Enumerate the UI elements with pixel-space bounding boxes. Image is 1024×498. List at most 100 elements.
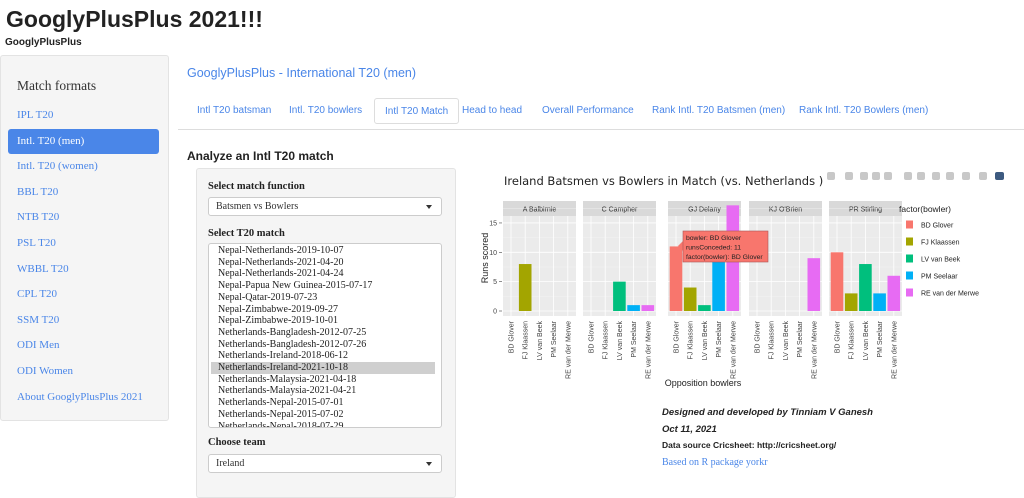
match-option[interactable]: Nepal-Qatar-2019-07-23 [218,291,318,303]
team-select[interactable]: Ireland [208,454,442,473]
x-axis-label: Opposition bowlers [665,378,742,388]
match-option[interactable]: Netherlands-Nepal-2015-07-02 [218,408,344,420]
zoom-icon[interactable] [845,172,853,180]
caret-down-icon [426,205,432,209]
y-axis-label: Runs scored [480,233,490,284]
camera-icon[interactable] [827,172,835,180]
x-tick-label: RE van der Merwe [811,321,818,379]
sidebar-item-ntb-t20[interactable]: NTB T20 [17,211,60,224]
match-option[interactable]: Netherlands-Nepal-2015-07-01 [218,397,344,409]
match-option[interactable]: Nepal-Papua New Guinea-2015-07-17 [218,280,373,292]
tab-rank-intl-t20-batsmen-men[interactable]: Rank Intl. T20 Batsmen (men) [652,105,786,116]
compare-hover-icon[interactable] [979,172,987,180]
zoom-out-icon[interactable] [917,172,925,180]
home-icon[interactable] [946,172,954,180]
facet-label: PR Stirling [849,207,882,214]
facet-strip [749,201,822,216]
sidebar-item-ipl-t20[interactable]: IPL T20 [17,109,54,121]
x-tick-label: LV van Beek [783,321,790,361]
match-option[interactable]: Nepal-Zimbabwe-2019-10-01 [218,315,338,327]
match-option[interactable]: Nepal-Netherlands-2019-10-07 [218,245,344,256]
zoom-in-icon[interactable] [904,172,912,180]
sidebar: Match formats IPL T20 Intl. T20 (men) Intl… [0,55,169,421]
bar [844,293,858,311]
legend-label: PM Seelaar [921,274,958,281]
legend-swatch [906,254,913,263]
credit-data-source: Data source Cricsheet: http://cricsheet.… [662,440,837,450]
x-tick-label: FJ Klaassen [523,321,530,360]
page-title: GooglyPlusPlus - International T20 (men) [187,66,417,80]
x-tick-label: PM Seelaar [631,320,638,357]
tab-intl-t20-match[interactable]: Intl T20 Match [374,98,460,124]
y-tick-label: 15 [489,220,497,227]
tab-overall-performance[interactable]: Overall Performance [542,105,634,116]
match-option[interactable]: Nepal-Netherlands-2021-04-20 [218,256,344,268]
x-tick-label: RE van der Merwe [891,321,898,379]
match-function-select[interactable]: Batsmen vs Bowlers [208,197,442,216]
x-tick-label: PM Seelaar [797,320,804,357]
bar [641,305,655,311]
match-option[interactable]: Netherlands-Malaysia-2021-04-21 [218,385,357,397]
tab-intl-t20-batsman[interactable]: Intl T20 batsman [197,105,272,116]
sidebar-item-about-googlyplusplus-2021[interactable]: About GooglyPlusPlus 2021 [17,390,143,403]
tab-rank-intl-t20-bowlers-men[interactable]: Rank Intl. T20 Bowlers (men) [799,105,929,116]
legend-swatch [906,271,913,280]
plotly-logo-icon[interactable] [995,172,1004,180]
sidebar-item-ssm-t20[interactable]: SSM T20 [17,313,60,326]
sidebar-item-wbbl-t20[interactable]: WBBL T20 [17,262,69,275]
sidebar-item-odi-women[interactable]: ODI Women [17,365,74,377]
match-option[interactable]: Netherlands-Ireland-2021-10-18 [211,362,435,374]
x-tick-label: FJ Klaassen [769,321,776,360]
bar [807,258,821,311]
x-tick-label: LV van Beek [702,321,709,361]
match-listbox[interactable]: Nepal-Netherlands-2019-10-07 Nepal-Nether… [208,243,442,428]
sidebar-item-odi-men[interactable]: ODI Men [17,339,60,352]
box-select-icon[interactable] [872,172,880,180]
sidebar-item-psl-t20[interactable]: PSL T20 [17,237,56,249]
lasso-icon[interactable] [884,172,892,180]
sidebar-item-bbl-t20[interactable]: BBL T20 [17,185,59,198]
input-panel: Select match function Batsmen vs Bowlers… [196,168,456,498]
sidebar-item-intl-t20-women[interactable]: Intl. T20 (women) [17,160,98,173]
spike-lines-icon[interactable] [962,172,970,180]
bar [669,246,683,311]
y-tick-label: 0 [493,309,497,316]
bar [518,264,532,311]
team-value: Ireland [216,458,245,469]
legend-label: LV van Beek [921,257,961,264]
pan-icon[interactable] [860,172,868,180]
match-option[interactable]: Netherlands-Nepal-2018-07-29 [218,420,344,428]
section-title: Analyze an Intl T20 match [187,149,334,163]
facet-strip [668,201,741,216]
match-option[interactable]: Nepal-Zimbabwe-2019-09-27 [218,303,338,315]
tab-intl-t20-bowlers[interactable]: Intl. T20 bowlers [289,105,363,116]
match-option[interactable]: Netherlands-Malaysia-2021-04-18 [218,373,357,385]
legend-swatch [906,237,913,246]
autoscale-icon[interactable] [932,172,940,180]
match-option[interactable]: Nepal-Netherlands-2021-04-24 [218,268,344,280]
match-option[interactable]: Netherlands-Bangladesh-2012-07-26 [218,338,367,350]
sidebar-item-intl-t20-men[interactable]: Intl. T20 (men) [8,128,159,154]
facet-label: A Balbirnie [523,207,557,214]
chart-title: Ireland Batsmen vs Bowlers in Match (vs.… [504,174,823,188]
bar [873,293,886,311]
x-tick-label: FJ Klaassen [849,321,856,360]
sidebar-item-cpl-t20[interactable]: CPL T20 [17,288,58,301]
bar [859,264,872,311]
sidebar-heading: Match formats [17,78,97,93]
tab-head-to-head[interactable]: Head to head [462,105,523,116]
match-select-label: Select T20 match [208,228,285,239]
legend-label: RE van der Merwe [921,291,979,298]
x-tick-label: BD Glover [835,320,842,353]
x-tick-label: FJ Klaassen [603,321,610,360]
yorkr-link[interactable]: Based on R package yorkr [662,457,768,468]
match-option[interactable]: Netherlands-Ireland-2018-06-12 [218,350,348,362]
tab-bar: Intl T20 batsman Intl. T20 bowlers Intl T2… [178,98,1024,130]
legend-swatch [906,288,913,297]
batsmen-vs-bowlers-chart: Ireland Batsmen vs Bowlers in Match (vs.… [480,172,1004,388]
match-option[interactable]: Netherlands-Bangladesh-2012-07-25 [218,326,367,338]
legend-label: BD Glover [921,223,954,230]
x-tick-label: PM Seelaar [551,320,558,357]
bar [698,305,711,311]
x-tick-label: LV van Beek [537,321,544,361]
